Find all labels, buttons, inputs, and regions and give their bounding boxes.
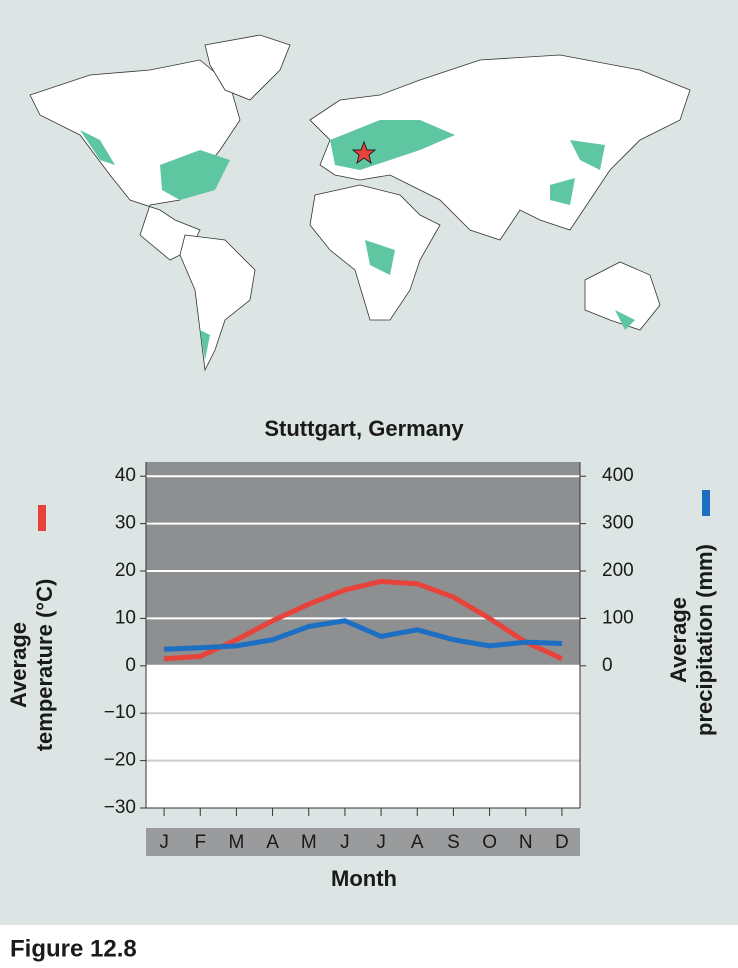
location-star [351,140,377,165]
y2-tick-label: 100 [602,607,634,628]
x-tick-label: J [376,832,386,853]
y2-tick-label: 400 [602,465,634,486]
y2-axis-label: Average [666,597,691,683]
x-tick-label: J [159,832,169,853]
caption: Figure 12.8 [10,935,137,962]
y2-legend-marker [702,490,710,516]
chart-title: Stuttgart, Germany [264,416,464,441]
y-tick-label: 20 [115,560,136,581]
y2-axis-label: precipitation (mm) [692,544,717,736]
y-tick-label: 0 [125,655,136,676]
x-tick-label: A [266,832,279,853]
y-axis-label: Average [6,622,31,708]
y-tick-label: 30 [115,513,136,534]
y-tick-label: −10 [104,702,136,723]
y2-tick-label: 200 [602,560,634,581]
x-tick-label: O [482,832,497,853]
x-tick-label: A [411,832,424,853]
x-tick-label: D [555,832,569,853]
data-line [163,618,563,652]
y-tick-label: −20 [104,750,136,771]
data-line [163,578,563,662]
world-map [29,34,691,372]
x-axis-label: Month [331,866,397,891]
y-axis-label: temperature (°C) [32,579,57,752]
y-tick-label: 10 [115,607,136,628]
x-tick-label: M [301,832,317,853]
y-legend-marker [38,505,46,531]
y2-tick-label: 300 [602,513,634,534]
x-tick-label: N [519,832,533,853]
x-tick-label: M [229,832,245,853]
y-tick-label: −30 [104,797,136,818]
x-tick-label: S [447,832,460,853]
month-strip [146,828,580,856]
x-tick-label: J [340,832,350,853]
x-tick-label: F [194,832,206,853]
y2-tick-label: 0 [602,655,613,676]
y-tick-label: 40 [115,465,136,486]
